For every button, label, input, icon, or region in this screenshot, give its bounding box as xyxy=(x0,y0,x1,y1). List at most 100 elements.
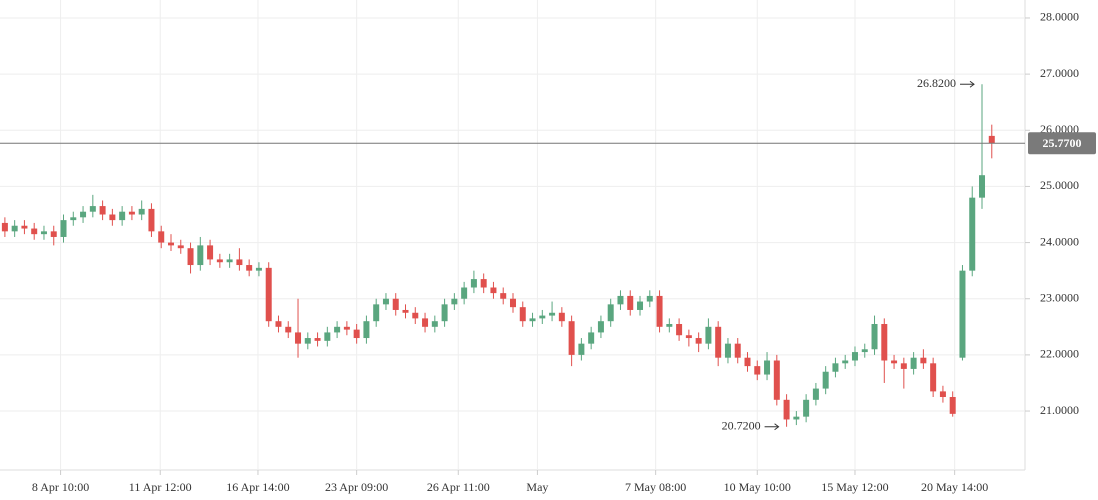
candle-body xyxy=(646,295,653,302)
candle-body xyxy=(637,301,644,310)
candle-body xyxy=(656,295,663,327)
candle-body xyxy=(529,318,536,322)
candle-body xyxy=(578,343,585,355)
annotation-arrowhead xyxy=(969,80,975,88)
candle-body xyxy=(959,270,966,358)
y-tick-label: 23.0000 xyxy=(1040,290,1079,304)
y-tick-label: 21.0000 xyxy=(1040,403,1079,417)
candle-body xyxy=(588,332,595,344)
candle-body xyxy=(597,321,604,333)
candle-body xyxy=(422,318,429,327)
candle-body xyxy=(40,231,47,235)
candle-body xyxy=(724,343,731,358)
candle-body xyxy=(744,357,751,367)
candle-body xyxy=(490,287,497,294)
candle-body xyxy=(549,312,556,316)
candle-body xyxy=(910,357,917,369)
candle-body xyxy=(861,349,868,353)
candle-body xyxy=(881,324,888,361)
candle-body xyxy=(773,360,780,400)
candle-body xyxy=(158,231,165,243)
x-tick-label: 26 Apr 11:00 xyxy=(427,480,490,494)
candle-body xyxy=(265,267,272,322)
candle-body xyxy=(461,287,468,299)
candle-body xyxy=(842,360,849,364)
candle-body xyxy=(31,228,38,235)
candle-body xyxy=(783,399,790,420)
candle-body xyxy=(734,343,741,358)
candle-body xyxy=(343,326,350,330)
x-tick-label: 7 May 08:00 xyxy=(625,480,686,494)
x-tick-label: 23 Apr 09:00 xyxy=(325,480,388,494)
candle-body xyxy=(148,208,155,232)
candle-body xyxy=(50,231,57,237)
candle-body xyxy=(373,304,380,322)
candle-body xyxy=(11,225,18,232)
y-tick-label: 28.0000 xyxy=(1040,10,1079,24)
candle-body xyxy=(207,245,214,260)
candle-body xyxy=(1,222,8,232)
candle-body xyxy=(988,135,995,144)
candle-body xyxy=(568,321,575,355)
candle-body xyxy=(920,357,927,364)
candle-body xyxy=(891,360,898,364)
candle-body xyxy=(627,295,634,310)
candle-body xyxy=(764,360,771,375)
candle-body xyxy=(509,298,516,308)
candle-body xyxy=(832,363,839,372)
candle-body xyxy=(851,352,858,361)
x-tick-label: 11 Apr 12:00 xyxy=(129,480,192,494)
candle-body xyxy=(21,225,28,229)
candle-body xyxy=(226,259,233,263)
candle-body xyxy=(295,332,302,344)
candle-body xyxy=(363,321,370,339)
candle-body xyxy=(695,338,702,344)
candle-body xyxy=(539,315,546,319)
candle-body xyxy=(431,321,438,327)
candle-body xyxy=(236,259,243,266)
candle-body xyxy=(246,265,253,271)
candle-body xyxy=(70,217,77,221)
candle-body xyxy=(353,329,360,339)
candle-body xyxy=(80,211,87,218)
x-tick-label: 16 Apr 14:00 xyxy=(226,480,289,494)
candle-body xyxy=(939,391,946,398)
candle-body xyxy=(607,304,614,322)
candle-body xyxy=(451,298,458,305)
candle-body xyxy=(685,335,692,339)
candle-body xyxy=(871,324,878,350)
candle-body xyxy=(89,206,96,212)
y-tick-label: 24.0000 xyxy=(1040,234,1079,248)
annotation-label: 20.7200 xyxy=(722,419,761,433)
x-tick-label: May xyxy=(526,480,548,494)
candle-body xyxy=(99,206,106,215)
candle-body xyxy=(275,321,282,327)
candle-body xyxy=(822,371,829,389)
candle-body xyxy=(177,245,184,249)
candle-body xyxy=(470,279,477,288)
candle-body xyxy=(255,267,262,271)
candle-body xyxy=(676,324,683,336)
candle-body xyxy=(969,197,976,271)
candle-body xyxy=(60,220,67,237)
candle-body xyxy=(754,366,761,375)
annotation-label: 26.8200 xyxy=(917,76,956,90)
y-tick-label: 27.0000 xyxy=(1040,66,1079,80)
x-tick-label: 15 May 12:00 xyxy=(821,480,888,494)
candle-body xyxy=(715,326,722,358)
candle-body xyxy=(304,338,311,344)
y-tick-label: 25.0000 xyxy=(1040,178,1079,192)
annotation-arrowhead xyxy=(774,423,780,431)
x-tick-label: 8 Apr 10:00 xyxy=(32,480,89,494)
candle-body xyxy=(666,324,673,327)
last-price-box xyxy=(1028,132,1096,155)
candle-body xyxy=(519,307,526,322)
candle-body xyxy=(617,295,624,305)
candle-body xyxy=(979,175,986,198)
candle-body xyxy=(197,245,204,266)
candle-body xyxy=(441,304,448,322)
candle-body xyxy=(930,363,937,392)
candle-body xyxy=(392,298,399,310)
